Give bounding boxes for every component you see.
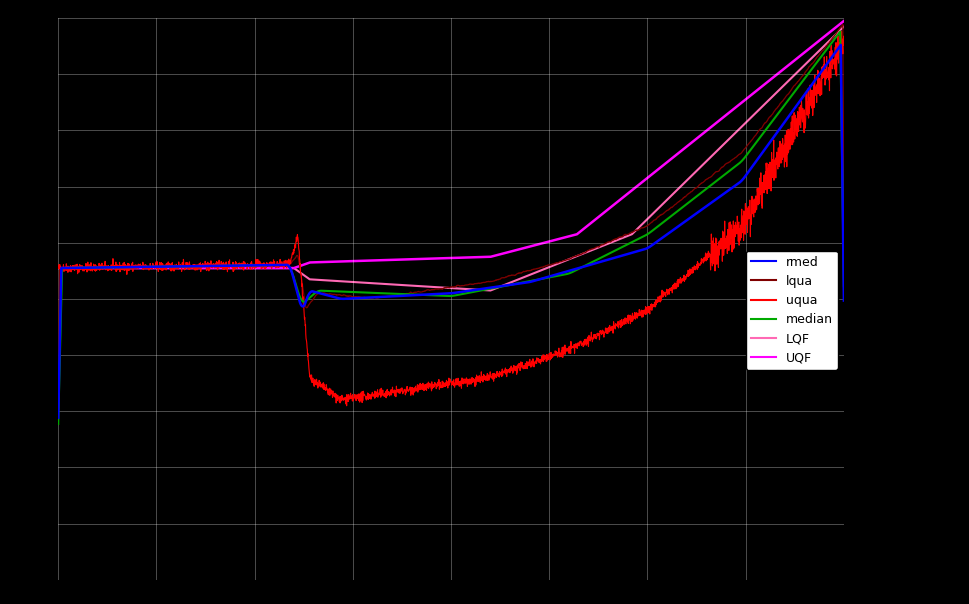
UQF: [52, 265, 64, 272]
UQF: [737, 97, 749, 104]
lqua: [388, 292, 399, 300]
median: [141, 263, 153, 271]
rmed: [737, 175, 749, 182]
lqua: [188, 263, 200, 270]
uqua: [822, 76, 833, 83]
LQF: [837, 23, 849, 30]
Legend: rmed, lqua, uqua, median, LQF, UQF: rmed, lqua, uqua, median, LQF, UQF: [745, 251, 837, 370]
lqua: [822, 40, 833, 47]
UQF: [188, 265, 200, 272]
uqua: [737, 216, 749, 223]
uqua: [354, 399, 365, 406]
LQF: [188, 265, 200, 272]
lqua: [737, 146, 749, 153]
UQF: [141, 265, 153, 272]
rmed: [837, 297, 849, 304]
UQF: [837, 18, 849, 25]
median: [737, 155, 749, 162]
UQF: [354, 257, 365, 265]
LQF: [737, 121, 749, 128]
median: [837, 283, 849, 290]
uqua: [388, 389, 399, 396]
LQF: [388, 281, 399, 288]
Line: LQF: LQF: [58, 27, 843, 291]
Line: UQF: UQF: [58, 21, 843, 268]
LQF: [484, 287, 495, 294]
rmed: [188, 263, 200, 270]
Line: uqua: uqua: [58, 31, 843, 406]
lqua: [837, 242, 849, 249]
uqua: [835, 28, 847, 35]
LQF: [354, 279, 365, 286]
rmed: [354, 294, 365, 301]
uqua: [340, 402, 352, 410]
rmed: [388, 293, 399, 300]
lqua: [52, 420, 64, 428]
Line: lqua: lqua: [58, 24, 843, 424]
LQF: [141, 265, 153, 272]
Line: rmed: rmed: [58, 45, 843, 418]
uqua: [52, 263, 64, 271]
Line: median: median: [58, 31, 843, 424]
LQF: [822, 38, 833, 45]
rmed: [834, 41, 846, 48]
rmed: [141, 263, 153, 271]
uqua: [837, 42, 849, 49]
median: [822, 43, 833, 51]
lqua: [836, 21, 848, 28]
median: [388, 290, 399, 297]
lqua: [354, 294, 365, 301]
median: [833, 28, 845, 35]
rmed: [52, 414, 64, 422]
uqua: [141, 263, 153, 270]
median: [188, 263, 200, 270]
uqua: [188, 266, 200, 274]
LQF: [52, 265, 64, 272]
rmed: [822, 58, 833, 65]
lqua: [141, 263, 153, 271]
UQF: [822, 30, 833, 37]
UQF: [388, 256, 399, 263]
median: [354, 289, 365, 296]
median: [52, 420, 64, 428]
